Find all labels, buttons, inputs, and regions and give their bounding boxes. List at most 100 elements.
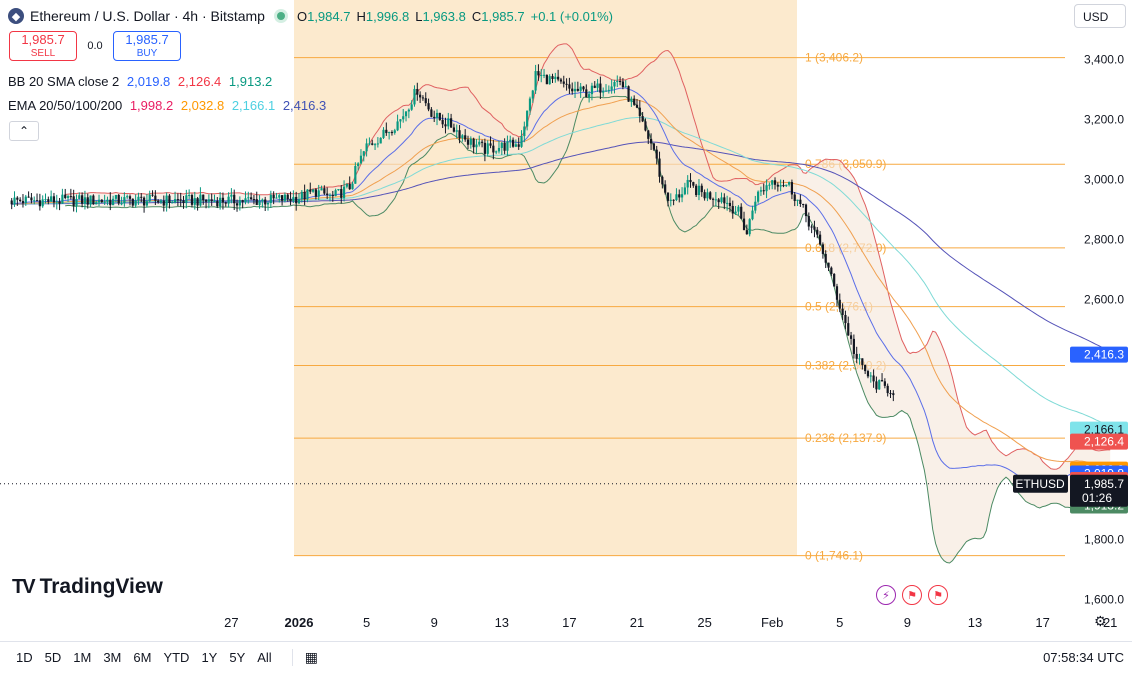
range-button-6m[interactable]: 6M: [133, 650, 152, 665]
candle-body: [13, 197, 16, 205]
candle-body: [185, 195, 188, 204]
tradingview-logo[interactable]: TV TradingView: [12, 575, 163, 599]
candle-body: [765, 185, 768, 192]
candle-body: [354, 166, 357, 184]
candle-body: [689, 179, 692, 183]
candle-body: [883, 381, 886, 386]
ohlc-key: C: [471, 8, 482, 24]
candle-body: [216, 200, 219, 207]
range-button-1m[interactable]: 1M: [73, 650, 92, 665]
candle-body: [306, 189, 309, 200]
candle-body: [830, 267, 833, 274]
range-button-1y[interactable]: 1Y: [201, 650, 218, 665]
y-tick-label: 2,600.0: [1084, 293, 1124, 307]
candle-body: [433, 116, 436, 118]
candle-body: [478, 141, 481, 145]
candle-body: [188, 195, 191, 197]
ema100-value: 2,166.1: [231, 98, 276, 113]
ohlc-readout: O1,984.7 H1,996.8 L1,963.8 C1,985.7 +0.1 (+0…: [297, 9, 619, 24]
candle-body: [424, 98, 427, 104]
candle-body: [590, 85, 594, 95]
buy-button[interactable]: 1,985.7 BUY: [113, 31, 181, 61]
bb-lower-value: 1,913.2: [228, 74, 273, 89]
candle-body: [782, 185, 785, 187]
candle-body: [165, 195, 168, 206]
sell-button[interactable]: 1,985.7 SELL: [9, 31, 77, 61]
candle-body: [585, 89, 588, 98]
ema-legend[interactable]: EMA 20/50/100/200 1,998.2 2,032.8 2,166.…: [8, 98, 330, 113]
candle-body: [503, 142, 506, 151]
candle-body: [16, 197, 19, 200]
ohlc-value: 1,984.7: [307, 8, 351, 24]
calendar-icon[interactable]: ▦: [291, 649, 318, 666]
candle-body: [323, 188, 326, 194]
candle-body: [399, 119, 402, 122]
candle-body: [641, 116, 644, 122]
bb-legend[interactable]: BB 20 SMA close 2 2,019.8 2,126.4 1,913.…: [8, 74, 276, 89]
collapse-legend-button[interactable]: ⌃: [9, 121, 39, 141]
candle-body: [95, 202, 98, 205]
candle-body: [751, 210, 754, 220]
candle-body: [145, 201, 148, 206]
candle-body: [314, 189, 317, 197]
candle-body: [844, 314, 847, 324]
candle-body: [506, 141, 509, 151]
candle-body: [537, 71, 540, 76]
candle-body: [261, 199, 264, 201]
candle-body: [430, 109, 433, 117]
utc-clock[interactable]: 07:58:34 UTC: [1043, 650, 1124, 665]
candle-body: [421, 97, 425, 99]
candle-body: [233, 194, 236, 204]
price-chart[interactable]: 1 (3,406.2)0.786 (3,050.9)0.618 (2,772.0…: [0, 0, 1132, 641]
candle-body: [672, 199, 675, 201]
candle-body: [847, 323, 850, 336]
candle-body: [579, 86, 582, 91]
range-button-5d[interactable]: 5D: [44, 650, 62, 665]
candle-body: [281, 195, 284, 201]
range-button-1d[interactable]: 1D: [16, 650, 33, 665]
candle-body: [483, 142, 486, 154]
symbol-title[interactable]: Ethereum / U.S. Dollar · 4h · Bitstamp: [30, 8, 265, 24]
candle-body: [542, 74, 546, 76]
candle-body: [740, 206, 743, 219]
x-tick-label: 17: [562, 615, 576, 630]
candle-body: [244, 198, 247, 202]
candle-body: [35, 200, 39, 202]
bolt-icon[interactable]: ⚡: [876, 585, 896, 605]
candle-body: [69, 196, 72, 198]
candle-body: [878, 380, 881, 390]
candle-body: [427, 103, 430, 110]
range-button-3m[interactable]: 3M: [103, 650, 122, 665]
last-price-tag: 1,985.701:26 ETHUSD: [1013, 474, 1128, 507]
candle-body: [199, 194, 202, 206]
x-tick-label: 17: [1035, 615, 1049, 630]
us-flag-icon[interactable]: ⚑: [928, 585, 948, 605]
candle-body: [207, 199, 210, 202]
candle-body: [754, 201, 757, 211]
candle-body: [771, 180, 774, 185]
candle-body: [340, 189, 343, 198]
price-label-text: 2,416.3: [1084, 348, 1124, 362]
range-button-5y[interactable]: 5Y: [229, 650, 246, 665]
candle-body: [788, 182, 791, 185]
candle-body: [469, 138, 472, 145]
candle-body: [311, 189, 315, 192]
candle-body: [227, 196, 230, 204]
candle-body: [759, 190, 763, 192]
candle-body: [317, 190, 320, 197]
gear-icon[interactable]: ⚙: [1094, 613, 1107, 629]
range-button-ytd[interactable]: YTD: [163, 650, 190, 665]
us-flag-icon[interactable]: ⚑: [902, 585, 922, 605]
currency-select[interactable]: USD: [1074, 4, 1126, 28]
candle-body: [824, 253, 827, 263]
x-tick-label: 9: [431, 615, 438, 630]
candle-body: [365, 143, 368, 152]
candle-body: [44, 199, 47, 201]
range-button-all[interactable]: All: [257, 650, 272, 665]
candle-body: [517, 144, 520, 147]
candle-body: [140, 196, 143, 198]
candle-body: [492, 145, 495, 153]
candle-body: [858, 358, 861, 360]
fib-level-label: 0.236 (2,137.9): [805, 431, 886, 445]
candle-body: [303, 191, 306, 200]
